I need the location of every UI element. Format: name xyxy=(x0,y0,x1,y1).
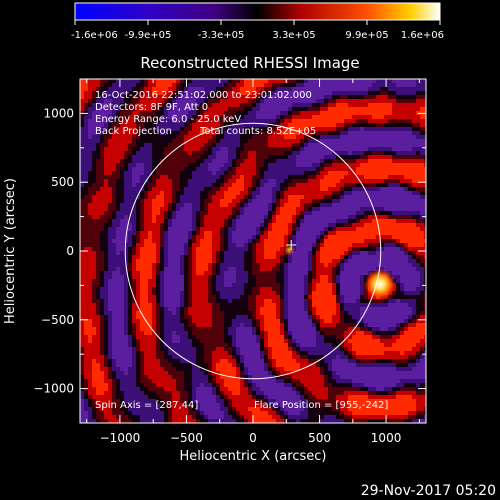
colorbar: -1.6e+06 -9.9e+05 -3.3e+05 3.3e+05 9.9e+05 1.… xyxy=(71,2,444,41)
colorbar-tick-label: 1.6e+06 xyxy=(401,30,444,41)
x-tick-label: 1000 xyxy=(371,431,402,445)
colorbar-tick-label: -9.9e+05 xyxy=(125,30,172,41)
timestamp: 29-Nov-2017 05:20 xyxy=(361,483,496,499)
colorbar-tick-label: 3.3e+05 xyxy=(272,30,315,41)
y-axis-label: Heliocentric Y (arcsec) xyxy=(3,178,18,324)
y-tick-labels: −1000 −500 0 500 1000 xyxy=(33,106,74,395)
x-tick-label: 500 xyxy=(308,431,331,445)
colorbar-tick-label: -1.6e+06 xyxy=(71,30,118,41)
x-axis-label: Heliocentric X (arcsec) xyxy=(180,449,327,464)
y-tick-label: 1000 xyxy=(43,106,74,120)
info-block: 16-Oct-2016 22:51:02.000 to 23:01:02.000… xyxy=(95,90,388,411)
plot-title: Reconstructed RHESSI Image xyxy=(140,54,359,72)
image-panel xyxy=(80,79,426,423)
flare-source xyxy=(364,268,397,301)
total-counts: Total counts: 8.52E+05 xyxy=(199,126,316,137)
colorbar-tick-label: 9.9e+05 xyxy=(345,30,388,41)
solar-limb xyxy=(124,122,382,380)
x-tick-labels: −1000 −500 0 500 1000 xyxy=(100,431,402,445)
spin-axis-text: Spin Axis = [287,44] xyxy=(95,400,198,411)
detectors: Detectors: 8F 9F, Att 0 xyxy=(95,102,208,113)
x-tick-label: 0 xyxy=(249,431,257,445)
colorbar-ticks: -1.6e+06 -9.9e+05 -3.3e+05 3.3e+05 9.9e+05 1.… xyxy=(71,20,444,41)
x-tick-label: −1000 xyxy=(100,431,141,445)
flare-position-text: Flare Position = [955,-242] xyxy=(254,400,388,411)
method: Back Projection xyxy=(95,126,172,137)
y-tick-label: −500 xyxy=(41,313,74,327)
y-tick-label: −1000 xyxy=(33,382,74,396)
x-tick-label: −500 xyxy=(170,431,203,445)
y-tick-label: 500 xyxy=(51,175,74,189)
axis-ticks xyxy=(80,79,426,423)
colorbar-tick-label: -3.3e+05 xyxy=(198,30,245,41)
y-tick-label: 0 xyxy=(66,244,74,258)
colorbar-gradient xyxy=(74,2,441,21)
spin-axis-source xyxy=(283,243,296,256)
energy-range: Energy Range: 6.0 - 25.0 keV xyxy=(95,114,241,125)
time-range: 16-Oct-2016 22:51:02.000 to 23:01:02.000 xyxy=(95,90,312,101)
spin-axis-marker xyxy=(286,239,297,250)
back-projection-pattern xyxy=(80,79,426,423)
